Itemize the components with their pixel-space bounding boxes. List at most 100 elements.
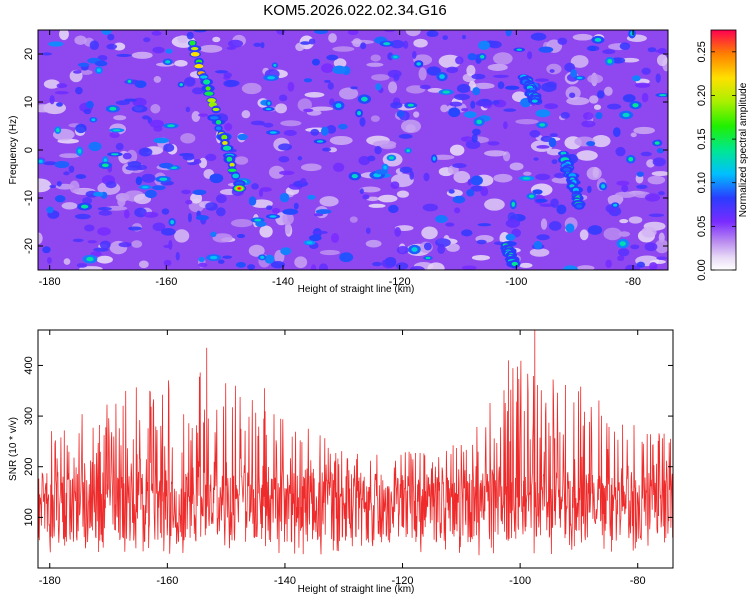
heatmap-cell bbox=[264, 254, 275, 264]
heatmap-cell bbox=[529, 129, 541, 138]
x-tick-label: -120 bbox=[389, 276, 411, 288]
heatmap-cell bbox=[472, 128, 481, 136]
heatmap-cell bbox=[294, 256, 308, 269]
heatmap-cell bbox=[656, 54, 668, 67]
heatmap-cell bbox=[394, 227, 402, 237]
heatmap-cell bbox=[260, 255, 265, 259]
heatmap-peak bbox=[237, 187, 241, 190]
heatmap-cell bbox=[205, 153, 217, 162]
heatmap-cells bbox=[38, 30, 668, 270]
heatmap-cell bbox=[442, 35, 449, 40]
heatmap-cell bbox=[316, 140, 324, 143]
heatmap-cell bbox=[307, 194, 316, 200]
heatmap-cell bbox=[152, 46, 165, 54]
heatmap-cell bbox=[535, 173, 551, 181]
heatmap-cell bbox=[269, 131, 277, 134]
heatmap-cell bbox=[615, 191, 637, 198]
heatmap-cell bbox=[413, 111, 420, 118]
heatmap-cell bbox=[215, 70, 229, 74]
heatmap-cell bbox=[143, 37, 151, 43]
heatmap-cell bbox=[361, 96, 368, 102]
heatmap-cell bbox=[452, 163, 467, 169]
heatmap-cell bbox=[190, 52, 200, 57]
heatmap-cell bbox=[96, 255, 113, 264]
heatmap-cell bbox=[572, 33, 593, 41]
heatmap-cell bbox=[467, 53, 477, 61]
heatmap-cell bbox=[371, 74, 390, 81]
heatmap-cell bbox=[209, 255, 218, 260]
colorbar-tick-label: 0.10 bbox=[696, 172, 708, 193]
heatmap-cell bbox=[279, 94, 288, 102]
heatmap-cell bbox=[367, 155, 376, 162]
heatmap-cell bbox=[546, 148, 562, 156]
heatmap-cell bbox=[135, 176, 143, 186]
heatmap-cell bbox=[362, 194, 370, 200]
heatmap-cell bbox=[198, 262, 208, 268]
heatmap-cell bbox=[203, 79, 211, 85]
heatmap-cell bbox=[232, 173, 239, 179]
heatmap-cell bbox=[541, 82, 557, 93]
heatmap-cell bbox=[283, 129, 297, 137]
heatmap-cell bbox=[409, 170, 415, 180]
heatmap-cell bbox=[248, 196, 257, 206]
heatmap-cell bbox=[163, 143, 175, 152]
heatmap-cell bbox=[624, 265, 641, 270]
heatmap-cell bbox=[448, 189, 455, 194]
heatmap-cell bbox=[235, 261, 246, 268]
heatmap-cell bbox=[579, 229, 589, 241]
heatmap-cell bbox=[335, 103, 342, 108]
heatmap-cell bbox=[562, 265, 579, 270]
heatmap-cell bbox=[619, 219, 629, 224]
heatmap-cell bbox=[101, 163, 109, 168]
heatmap-cell bbox=[405, 30, 421, 37]
heatmap-cell bbox=[80, 69, 93, 75]
heatmap-cell bbox=[530, 32, 547, 41]
heatmap-cell bbox=[603, 227, 622, 241]
heatmap-cell bbox=[115, 142, 124, 151]
heatmap-cell bbox=[199, 44, 223, 53]
heatmap-cell bbox=[293, 202, 299, 210]
heatmap-cell bbox=[622, 94, 636, 103]
heatmap-cell bbox=[536, 145, 550, 149]
heatmap-cell bbox=[544, 103, 559, 110]
heatmap-cell bbox=[144, 189, 157, 199]
heatmap-cell bbox=[212, 107, 220, 112]
heatmap-cell bbox=[101, 30, 112, 36]
heatmap-cell bbox=[551, 159, 558, 165]
heatmap-cell bbox=[516, 48, 523, 51]
heatmap-cell bbox=[165, 48, 173, 54]
heatmap-cell bbox=[427, 262, 445, 270]
heatmap-cell bbox=[276, 30, 286, 35]
heatmap-cell bbox=[640, 151, 652, 157]
heatmap-cell bbox=[259, 225, 273, 238]
heatmap-cell bbox=[480, 186, 489, 197]
heatmap-cell bbox=[477, 101, 493, 107]
heatmap-cell bbox=[259, 187, 272, 192]
heatmap-cell bbox=[159, 162, 174, 169]
heatmap-cell bbox=[655, 73, 661, 83]
heatmap-cell bbox=[409, 266, 425, 270]
heatmap-cell bbox=[656, 148, 665, 154]
heatmap-cell bbox=[199, 75, 208, 79]
heatmap-cell bbox=[149, 119, 164, 128]
heatmap-cell bbox=[43, 79, 60, 89]
heatmap-cell bbox=[553, 172, 566, 179]
heatmap-cell bbox=[435, 238, 451, 248]
heatmap-cell bbox=[628, 157, 634, 162]
heatmap-cell bbox=[56, 128, 60, 133]
heatmap-cell bbox=[645, 193, 661, 202]
heatmap-cell bbox=[310, 264, 317, 270]
heatmap-cell bbox=[349, 216, 358, 223]
heatmap-cell bbox=[651, 171, 668, 177]
heatmap-cell bbox=[460, 136, 475, 142]
heatmap-cell bbox=[365, 239, 382, 248]
heatmap-cell bbox=[395, 262, 409, 270]
heatmap-cell bbox=[487, 63, 508, 71]
heatmap-cell bbox=[587, 225, 603, 235]
heatmap-cell bbox=[205, 202, 218, 211]
heatmap-cell bbox=[113, 42, 126, 51]
heatmap-cell bbox=[266, 205, 273, 211]
heatmap-cell bbox=[329, 135, 353, 145]
heatmap-cell bbox=[357, 111, 361, 116]
heatmap-cell bbox=[366, 196, 380, 202]
